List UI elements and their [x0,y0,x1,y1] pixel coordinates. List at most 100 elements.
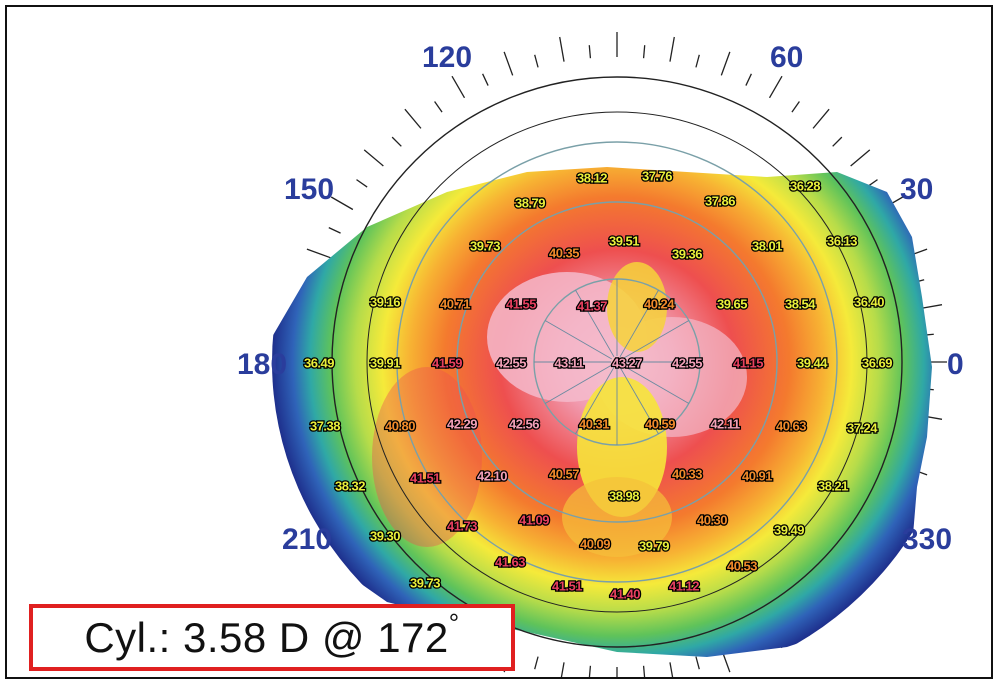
reading-label: 39.73 [470,238,500,253]
reading-label: 42.10 [477,468,507,483]
degree-tick [720,51,731,76]
meridian-spoke [619,366,659,435]
reading-label: 37.24 [847,420,878,435]
reading-label: 36.13 [827,233,857,248]
reading-label: 40.09 [580,536,610,551]
keratometry-readings: 38.12 37.76 36.28 38.79 37.86 39.73 40.35 39.51… [303,167,894,603]
reading-label: 40.33 [672,466,702,481]
degree-tick [588,665,592,677]
corneal-topography-map: 120 60 150 30 180 0 210 330 38.12 37.76 36… [237,32,964,677]
axis-label-60: 60 [770,41,803,74]
degree-tick [503,51,514,76]
reading-label: 39.30 [370,528,400,543]
degree-tick [363,149,384,167]
axis-label-210: 210 [282,523,332,556]
reading-label: 41.59 [432,355,462,370]
reading-label: 38.79 [515,195,545,210]
degree-tick [559,36,565,62]
reading-label: 36.69 [862,355,892,370]
reading-label: 41.73 [447,518,477,533]
reading-label: 41.09 [519,512,549,527]
degree-tick [482,73,489,86]
reading-label: 37.38 [310,418,340,433]
reading-label: 38.12 [577,170,607,185]
degree-sign: ° [448,607,460,638]
reading-label: 40.53 [727,558,757,573]
reading-label: 41.15 [733,355,763,370]
reading-label: 42.55 [496,355,526,370]
degree-tick [534,54,539,68]
meridian-spoke [544,364,613,404]
reading-label: 39.73 [410,575,440,590]
degree-tick [669,662,674,677]
meridian-spoke [621,364,690,404]
meridian-spoke [575,366,615,435]
cylinder-text: Cyl.: 3.58 D @ 172 [84,613,449,661]
degree-tick [642,665,646,677]
degree-tick [451,75,466,99]
reading-label: 40.59 [645,416,675,431]
reading-label: 38.54 [785,296,816,311]
reading-label: 40.80 [385,418,415,433]
reading-label: 41.37 [577,298,607,313]
degree-tick [812,108,830,129]
reading-label: 39.16 [370,294,400,309]
degree-tick [306,248,331,259]
axis-label-330: 330 [902,523,952,556]
degree-tick [695,54,700,68]
degree-tick [391,136,402,147]
reading-label: 41.55 [506,296,536,311]
reading-label: 41.63 [495,554,525,569]
outer-ring [331,76,903,648]
curvature-color-map [272,167,932,657]
cylinder-callout: Cyl.: 3.58 D @ 172° [29,604,515,671]
degree-tick [588,45,592,59]
degree-tick [534,656,539,670]
reading-label: 36.28 [790,178,820,193]
axis-label-30: 30 [900,173,933,206]
meridian-spoke [544,320,613,360]
reading-label: 40.57 [549,466,579,481]
meridian-spokes [534,279,700,445]
degree-tick [560,662,565,677]
degree-tick [791,101,800,113]
reading-label: 40.31 [579,416,609,431]
reading-label: 41.51 [410,470,440,485]
degree-tick [850,149,871,167]
reading-label: 42.11 [710,416,740,431]
axis-label-180: 180 [237,348,287,381]
degree-tick [404,108,422,129]
degree-tick [642,45,646,59]
reading-label: 43.11 [554,355,584,370]
axis-label-150: 150 [284,173,334,206]
reading-label: 41.40 [610,586,640,601]
reading-label: 42.29 [447,416,477,431]
reading-label: 37.76 [642,168,672,183]
topography-frame: 120 60 150 30 180 0 210 330 38.12 37.76 36… [5,5,993,679]
reading-label: 40.24 [644,296,675,311]
axis-label-0: 0 [947,348,964,381]
degree-tick [669,36,675,62]
degree-tick [832,136,843,147]
reading-label: 36.40 [854,294,884,309]
reading-label: 38.21 [818,478,848,493]
degree-tick [695,656,700,670]
reading-label: 41.51 [552,578,582,593]
reading-label: 39.65 [717,296,747,311]
degree-tick [434,101,443,113]
reading-label: 40.63 [776,418,806,433]
degree-tick [745,73,752,86]
reading-label: 38.32 [335,478,365,493]
meridian-spoke [619,289,659,358]
axis-label-120: 120 [422,41,472,74]
reading-label: 42.55 [672,355,702,370]
meridian-spoke [621,320,690,360]
reading-label: 39.79 [639,538,669,553]
reading-label: 37.86 [705,193,735,208]
degree-tick [330,196,354,211]
cylinder-value: Cyl.: 3.58 D @ 172° [84,608,459,662]
reading-label: 40.35 [549,245,579,260]
degree-tick [356,179,368,188]
reading-label: 39.51 [609,233,639,248]
reading-label: 38.98 [609,488,639,503]
